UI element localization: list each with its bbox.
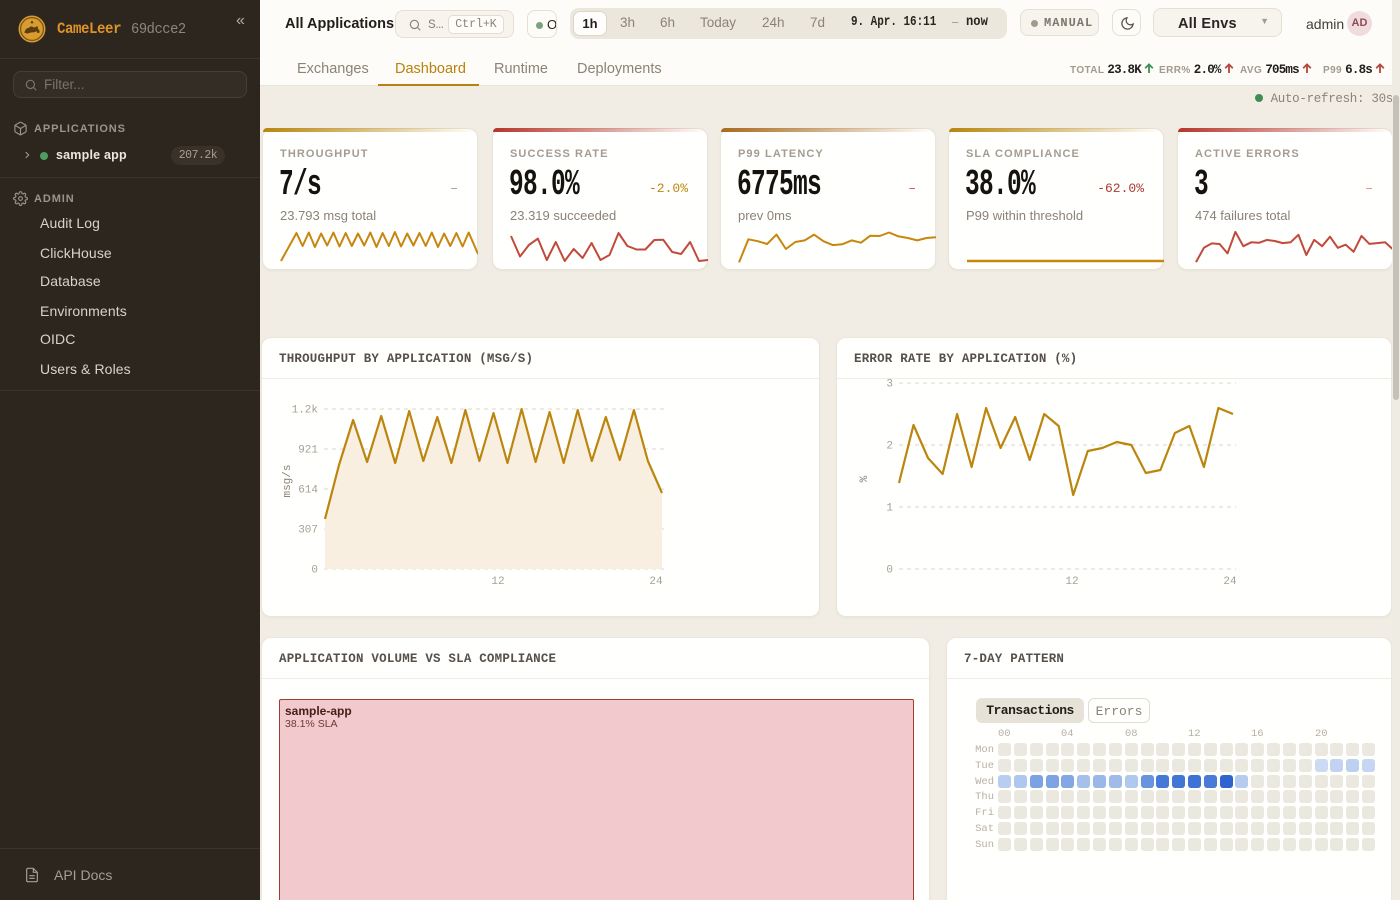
svg-text:msg/s: msg/s	[282, 464, 294, 497]
svg-text:0: 0	[886, 565, 893, 577]
svg-text:921: 921	[298, 445, 318, 457]
svg-text:2: 2	[886, 441, 893, 453]
svg-text:24: 24	[1223, 576, 1237, 588]
svg-text:307: 307	[298, 525, 318, 537]
svg-text:%: %	[859, 475, 871, 482]
svg-text:0: 0	[311, 565, 318, 577]
svg-text:1.2k: 1.2k	[292, 405, 319, 417]
svg-text:3: 3	[886, 379, 893, 391]
svg-text:12: 12	[1065, 576, 1078, 588]
svg-text:24: 24	[649, 576, 663, 588]
svg-text:614: 614	[298, 485, 318, 497]
svg-text:12: 12	[491, 576, 504, 588]
svg-text:1: 1	[886, 503, 893, 515]
